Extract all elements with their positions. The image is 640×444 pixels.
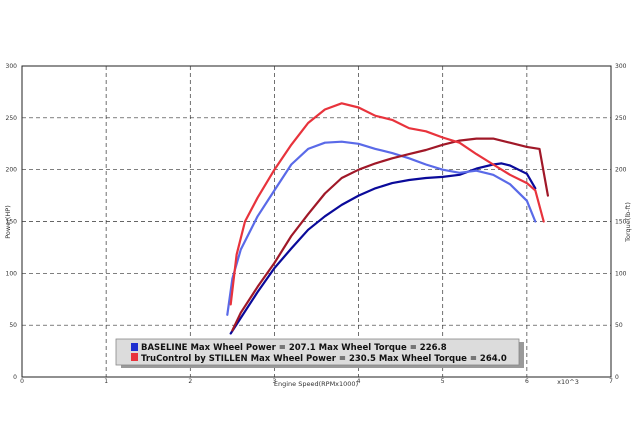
series-line-baseline-torque — [226, 140, 537, 316]
y-left-tick-label: 50 — [9, 322, 17, 329]
y-right-tick-label: 250 — [615, 115, 627, 122]
y-right-axis-label: Torque(lb-ft) — [624, 202, 632, 243]
series-line-baseline-power — [229, 162, 537, 335]
x-tick-label: 6 — [525, 378, 529, 385]
y-left-tick-label: 250 — [6, 115, 18, 122]
y-right-tick-label: 200 — [615, 167, 627, 174]
y-left-tick-label: 0 — [13, 374, 17, 381]
x-tick-labels: 0 1 2 3 4 5 6 7 — [20, 378, 613, 385]
x-multiplier-label: x10^3 — [557, 378, 579, 386]
x-axis-label: Engine Speed(RPMx1000) — [274, 380, 358, 388]
y-right-tick-label: 100 — [615, 270, 627, 277]
legend-swatch-baseline — [131, 343, 138, 351]
y-right-tick-label: 300 — [615, 63, 627, 70]
legend-label-baseline: BASELINE Max Wheel Power = 207.1 Max Whe… — [141, 343, 447, 353]
x-tick-label: 2 — [188, 378, 192, 385]
y-left-axis-label: Power(HP) — [4, 205, 12, 239]
grid — [22, 66, 611, 377]
x-tick-label: 0 — [20, 378, 24, 385]
series-lines — [226, 102, 550, 335]
x-tick-label: 4 — [357, 378, 361, 385]
series-line-trucontrol-by-stillen-torque — [229, 102, 545, 306]
y-right-tick-label: 50 — [615, 322, 623, 329]
x-tick-label: 5 — [441, 378, 445, 385]
legend-label-trucontrol: TruControl by STILLEN Max Wheel Power = … — [141, 354, 507, 364]
y-right-tick-labels: 0 50 100 150 200 250 300 — [615, 63, 627, 381]
series-line-trucontrol-by-stillen-power — [231, 137, 550, 332]
x-tick-label: 7 — [609, 378, 613, 385]
legend-box — [115, 338, 520, 366]
y-left-tick-label: 300 — [6, 63, 18, 70]
x-tick-label: 3 — [273, 378, 277, 385]
y-right-tick-label: 150 — [615, 219, 627, 226]
legend: BASELINE Max Wheel Power = 207.1 Max Whe… — [115, 338, 524, 368]
x-tick-label: 1 — [104, 378, 108, 385]
y-left-tick-labels: 0 50 100 150 200 250 300 — [6, 63, 18, 381]
legend-swatch-trucontrol — [131, 353, 138, 361]
y-right-tick-label: 0 — [615, 374, 619, 381]
y-left-tick-label: 200 — [6, 167, 18, 174]
y-left-tick-label: 100 — [6, 270, 18, 277]
y-left-tick-label: 150 — [6, 219, 18, 226]
